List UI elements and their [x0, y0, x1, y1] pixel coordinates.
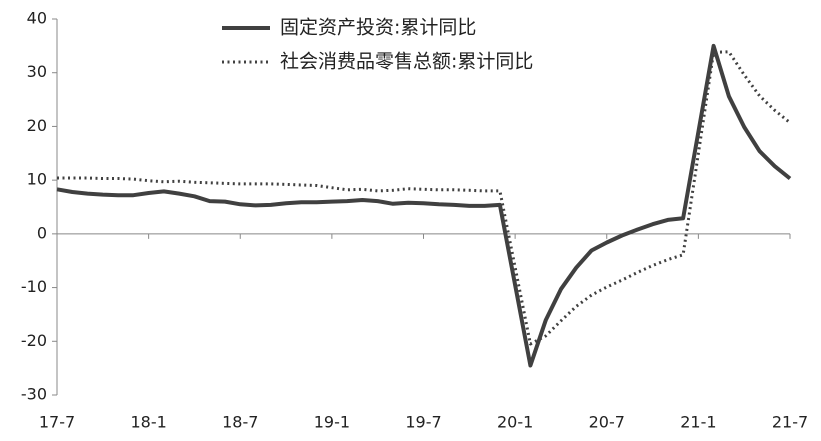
x-tick-label: 20-7 — [589, 413, 625, 432]
legend-label: 社会消费品零售总额:累计同比 — [280, 51, 533, 73]
y-tick-label: -30 — [21, 385, 47, 404]
legend-label: 固定资产投资:累计同比 — [280, 17, 476, 39]
x-tick-label: 20-1 — [497, 413, 533, 432]
y-tick-label: -10 — [21, 277, 47, 296]
y-tick-label: 0 — [37, 223, 47, 242]
y-tick-label: -20 — [21, 331, 47, 350]
y-tick-label: 40 — [27, 9, 47, 28]
y-tick-label: 20 — [27, 116, 47, 135]
x-tick-label: 21-1 — [680, 413, 716, 432]
series-line — [56, 43, 792, 368]
x-tick-label: 19-7 — [405, 413, 441, 432]
x-tick-label: 19-1 — [314, 413, 350, 432]
x-tick-label: 17-7 — [39, 413, 75, 432]
y-tick-label: 10 — [27, 170, 47, 189]
y-tick-label: 30 — [27, 62, 47, 81]
x-tick-label: 18-7 — [222, 413, 258, 432]
series-line — [57, 50, 791, 346]
x-tick-label: 21-7 — [772, 413, 808, 432]
x-tick-label: 18-1 — [130, 413, 166, 432]
